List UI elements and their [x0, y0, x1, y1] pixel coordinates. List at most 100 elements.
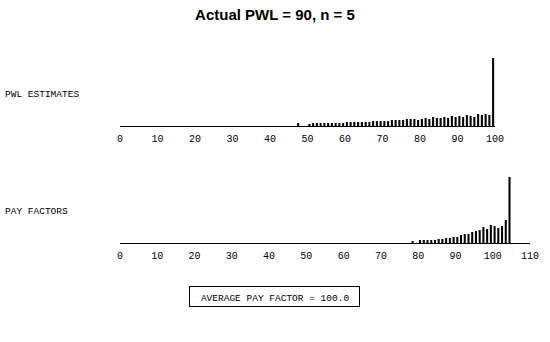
bar	[440, 118, 442, 126]
bar	[338, 123, 340, 126]
bar	[453, 237, 455, 243]
tick-label: 90	[451, 134, 463, 145]
bar	[464, 234, 466, 243]
bar	[443, 117, 445, 126]
bar	[485, 114, 487, 126]
x-axis	[120, 243, 530, 244]
tick-label: 100	[484, 251, 502, 262]
tick-label: 90	[449, 251, 461, 262]
bar	[365, 122, 367, 126]
background	[0, 0, 550, 342]
bar	[508, 177, 510, 243]
bar	[445, 238, 447, 243]
tick-label: 70	[376, 134, 388, 145]
bar	[410, 119, 412, 126]
bar	[376, 121, 378, 126]
bar	[323, 123, 325, 126]
tick-label: 20	[189, 134, 201, 145]
tick-label: 0	[117, 251, 123, 262]
bar	[470, 116, 472, 126]
tick-label: 50	[300, 251, 312, 262]
bar	[372, 121, 374, 126]
tick-label: 110	[521, 251, 539, 262]
bar	[471, 232, 473, 243]
series-label: PAY FACTORS	[5, 206, 68, 217]
tick-label: 30	[226, 134, 238, 145]
bar	[482, 227, 484, 243]
bar	[391, 120, 393, 126]
tick-label: 40	[263, 251, 275, 262]
bar	[402, 120, 404, 126]
bar	[449, 238, 451, 243]
bar	[477, 114, 479, 126]
bar	[308, 124, 310, 126]
bar	[305, 126, 307, 127]
bar	[380, 121, 382, 126]
annotation: AVERAGE PAY FACTOR = 100.0	[201, 293, 350, 304]
bar	[451, 116, 453, 126]
bar	[455, 117, 457, 126]
tick-label: 100	[486, 134, 504, 145]
tick-label: 10	[151, 134, 163, 145]
bar	[346, 122, 348, 126]
bar	[312, 123, 314, 126]
bar	[406, 119, 408, 126]
bar	[462, 117, 464, 126]
chart: Actual PWL = 90, n = 5PWL ESTIMATES01020…	[0, 0, 550, 342]
bar	[387, 121, 389, 126]
bar	[320, 123, 322, 126]
bar	[486, 229, 488, 243]
bar	[383, 121, 385, 126]
bar	[430, 240, 432, 243]
bar	[361, 122, 363, 126]
bar	[492, 58, 494, 126]
bar	[475, 231, 477, 243]
bar	[432, 117, 434, 126]
bar	[488, 115, 490, 126]
bar	[301, 126, 303, 127]
bar	[458, 116, 460, 126]
tick-label: 30	[226, 251, 238, 262]
bar	[412, 241, 414, 243]
bar	[415, 243, 417, 244]
bar	[425, 118, 427, 126]
bar	[501, 226, 503, 243]
bar	[497, 228, 499, 243]
bar	[331, 123, 333, 126]
bars	[297, 58, 494, 126]
bar	[438, 239, 440, 243]
tick-label: 20	[189, 251, 201, 262]
bar	[368, 122, 370, 126]
tick-label: 80	[414, 134, 426, 145]
tick-label: 50	[301, 134, 313, 145]
tick-label: 70	[375, 251, 387, 262]
bar	[467, 234, 469, 243]
bar	[479, 230, 481, 243]
tick-label: 40	[264, 134, 276, 145]
tick-label: 80	[412, 251, 424, 262]
bar	[421, 119, 423, 126]
bar	[357, 122, 359, 126]
x-axis	[120, 126, 495, 127]
series-label: PWL ESTIMATES	[5, 89, 79, 100]
bar	[417, 120, 419, 126]
bar	[436, 118, 438, 126]
bar	[460, 235, 462, 243]
bar	[441, 239, 443, 243]
bar	[350, 122, 352, 126]
bar	[327, 123, 329, 126]
bar	[395, 120, 397, 126]
bar	[335, 123, 337, 126]
bar	[490, 225, 492, 243]
bar	[434, 240, 436, 243]
tick-label: 60	[339, 134, 351, 145]
bar	[297, 123, 299, 126]
bar	[473, 117, 475, 126]
bar	[398, 120, 400, 126]
bar	[481, 115, 483, 126]
bar	[466, 115, 468, 126]
bar	[456, 237, 458, 243]
bar	[342, 123, 344, 126]
bar	[423, 240, 425, 243]
bar	[447, 118, 449, 126]
